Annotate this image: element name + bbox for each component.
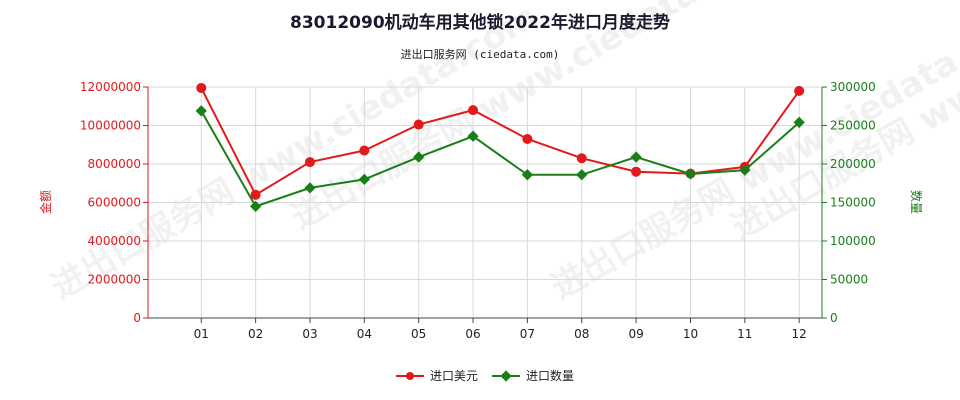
data-point-import-quantity bbox=[576, 169, 588, 181]
y-right-tick-label: 100000 bbox=[830, 234, 876, 248]
y-left-axis-label: 金额 bbox=[38, 190, 53, 214]
y-right-tick-label: 0 bbox=[830, 311, 838, 325]
y-right-tick-label: 50000 bbox=[830, 273, 868, 287]
y-right-tick-label: 150000 bbox=[830, 196, 876, 210]
x-tick-label: 01 bbox=[194, 327, 209, 341]
data-point-import-usd bbox=[413, 119, 424, 130]
data-point-import-quantity bbox=[521, 169, 534, 181]
y-right-tick-label: 300000 bbox=[830, 80, 876, 94]
data-point-import-usd bbox=[359, 145, 370, 156]
data-point-import-quantity bbox=[304, 182, 316, 194]
x-tick-label: 05 bbox=[411, 327, 426, 341]
data-point-import-quantity bbox=[630, 151, 642, 163]
data-point-import-usd bbox=[576, 153, 587, 164]
x-tick-label: 09 bbox=[628, 327, 643, 341]
y-left-tick-label: 8000000 bbox=[88, 157, 141, 171]
data-point-import-usd bbox=[794, 85, 805, 96]
data-point-import-quantity bbox=[195, 105, 207, 117]
x-tick-label: 03 bbox=[302, 327, 317, 341]
y-left-tick-label: 12000000 bbox=[80, 80, 141, 94]
watermark-text: 进出口服务网 www.ciedata.com bbox=[45, 0, 545, 308]
y-right-tick-label: 200000 bbox=[830, 157, 876, 171]
data-point-import-quantity bbox=[467, 130, 479, 142]
x-tick-label: 10 bbox=[683, 327, 698, 341]
chart-title: 83012090机动车用其他锁2022年进口月度走势 bbox=[290, 12, 670, 33]
data-point-import-quantity bbox=[684, 168, 697, 180]
data-point-import-quantity bbox=[249, 200, 262, 213]
data-point-import-usd bbox=[196, 82, 207, 93]
series-line-2 bbox=[200, 110, 800, 208]
data-point-import-quantity bbox=[739, 164, 751, 176]
x-tick-label: 12 bbox=[792, 327, 807, 341]
y-left-tick-label: 10000000 bbox=[80, 119, 141, 133]
legend-marker-import-quantity bbox=[500, 370, 512, 382]
legend-label-1: 进口美元 bbox=[430, 369, 478, 383]
axes: 0200000040000006000000800000010000000120… bbox=[80, 80, 876, 341]
x-tick-label: 11 bbox=[737, 327, 752, 341]
legend-label-2: 进口数量 bbox=[526, 368, 574, 383]
legend-marker-import-usd bbox=[406, 372, 414, 380]
x-tick-label: 02 bbox=[248, 327, 263, 341]
data-point-import-usd bbox=[304, 157, 315, 168]
chart-subtitle: 进出口服务网 (ciedata.com) bbox=[401, 47, 560, 61]
y-left-tick-label: 2000000 bbox=[88, 273, 141, 287]
y-left-tick-label: 4000000 bbox=[88, 234, 141, 248]
y-right-axis-label: 数量 bbox=[909, 190, 924, 214]
data-point-import-usd bbox=[522, 133, 533, 144]
data-point-import-quantity bbox=[358, 173, 370, 186]
x-tick-label: 06 bbox=[465, 327, 480, 341]
y-left-tick-label: 6000000 bbox=[88, 196, 141, 210]
data-point-import-usd bbox=[631, 166, 642, 177]
y-right-tick-label: 250000 bbox=[830, 119, 876, 133]
x-tick-label: 07 bbox=[520, 327, 535, 341]
legend: 进口美元 进口数量 bbox=[396, 368, 574, 383]
series-layer bbox=[195, 82, 805, 213]
data-point-import-usd bbox=[250, 189, 261, 200]
data-point-import-quantity bbox=[413, 151, 425, 163]
data-point-import-usd bbox=[468, 105, 479, 116]
x-tick-label: 08 bbox=[574, 327, 589, 341]
y-left-tick-label: 0 bbox=[133, 311, 141, 325]
x-tick-label: 04 bbox=[357, 327, 372, 341]
